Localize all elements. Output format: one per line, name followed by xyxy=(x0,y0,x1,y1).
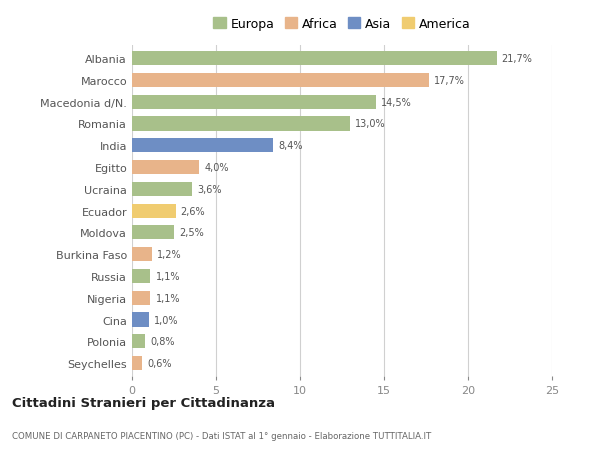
Text: 0,8%: 0,8% xyxy=(151,336,175,347)
Bar xyxy=(132,117,350,131)
Bar xyxy=(132,182,193,196)
Bar xyxy=(132,269,151,284)
Text: 2,5%: 2,5% xyxy=(179,228,204,238)
Text: 13,0%: 13,0% xyxy=(355,119,386,129)
Text: 14,5%: 14,5% xyxy=(380,97,412,107)
Text: 1,1%: 1,1% xyxy=(155,271,180,281)
Text: 1,1%: 1,1% xyxy=(155,293,180,303)
Bar xyxy=(132,73,430,88)
Bar xyxy=(132,226,174,240)
Text: 3,6%: 3,6% xyxy=(197,185,222,195)
Bar xyxy=(132,313,149,327)
Bar xyxy=(132,52,497,66)
Bar xyxy=(132,247,152,262)
Bar xyxy=(132,95,376,110)
Text: 2,6%: 2,6% xyxy=(181,206,205,216)
Bar xyxy=(132,139,273,153)
Bar xyxy=(132,335,145,349)
Bar xyxy=(132,161,199,175)
Text: Cittadini Stranieri per Cittadinanza: Cittadini Stranieri per Cittadinanza xyxy=(12,396,275,409)
Legend: Europa, Africa, Asia, America: Europa, Africa, Asia, America xyxy=(211,15,473,33)
Text: 17,7%: 17,7% xyxy=(434,76,465,86)
Text: 0,6%: 0,6% xyxy=(147,358,172,368)
Text: COMUNE DI CARPANETO PIACENTINO (PC) - Dati ISTAT al 1° gennaio - Elaborazione TU: COMUNE DI CARPANETO PIACENTINO (PC) - Da… xyxy=(12,431,431,440)
Text: 21,7%: 21,7% xyxy=(502,54,532,64)
Text: 4,0%: 4,0% xyxy=(204,162,229,173)
Text: 1,0%: 1,0% xyxy=(154,315,178,325)
Bar xyxy=(132,204,176,218)
Bar xyxy=(132,356,142,370)
Text: 8,4%: 8,4% xyxy=(278,141,302,151)
Bar xyxy=(132,291,151,305)
Text: 1,2%: 1,2% xyxy=(157,250,182,260)
